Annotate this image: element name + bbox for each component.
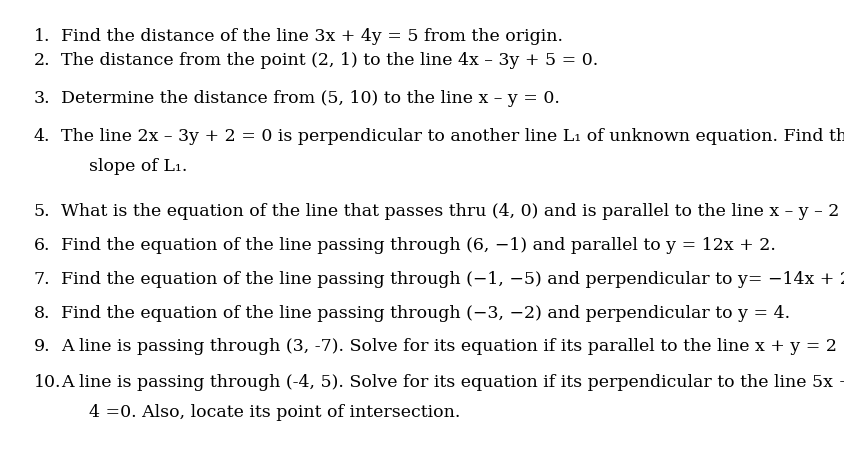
Text: 9.: 9.	[34, 337, 51, 354]
Text: 7.: 7.	[34, 270, 51, 288]
Text: 5.: 5.	[34, 202, 51, 219]
Text: 3.: 3.	[34, 90, 51, 107]
Text: Find the distance of the line 3x + 4y = 5 from the origin.: Find the distance of the line 3x + 4y = …	[61, 28, 563, 45]
Text: A line is passing through (-4, 5). Solve for its equation if its perpendicular t: A line is passing through (-4, 5). Solve…	[61, 373, 844, 390]
Text: Find the equation of the line passing through (−3, −2) and perpendicular to y = : Find the equation of the line passing th…	[61, 304, 790, 321]
Text: 10.: 10.	[34, 373, 62, 390]
Text: 4.: 4.	[34, 128, 51, 145]
Text: What is the equation of the line that passes thru (4, 0) and is parallel to the : What is the equation of the line that pa…	[61, 202, 844, 219]
Text: The distance from the point (2, 1) to the line 4x – 3y + 5 = 0.: The distance from the point (2, 1) to th…	[61, 52, 598, 69]
Text: Determine the distance from (5, 10) to the line x – y = 0.: Determine the distance from (5, 10) to t…	[61, 90, 560, 107]
Text: Find the equation of the line passing through (6, −1) and parallel to y = 12x + : Find the equation of the line passing th…	[61, 237, 776, 253]
Text: 6.: 6.	[34, 237, 51, 253]
Text: The line 2x – 3y + 2 = 0 is perpendicular to another line L₁ of unknown equation: The line 2x – 3y + 2 = 0 is perpendicula…	[61, 128, 844, 145]
Text: 8.: 8.	[34, 304, 51, 321]
Text: Find the equation of the line passing through (−1, −5) and perpendicular to y= −: Find the equation of the line passing th…	[61, 270, 844, 288]
Text: slope of L₁.: slope of L₁.	[89, 157, 187, 175]
Text: 1.: 1.	[34, 28, 51, 45]
Text: 4 =0. Also, locate its point of intersection.: 4 =0. Also, locate its point of intersec…	[89, 403, 460, 420]
Text: A line is passing through (3, -7). Solve for its equation if its parallel to the: A line is passing through (3, -7). Solve…	[61, 337, 836, 354]
Text: 2.: 2.	[34, 52, 51, 69]
